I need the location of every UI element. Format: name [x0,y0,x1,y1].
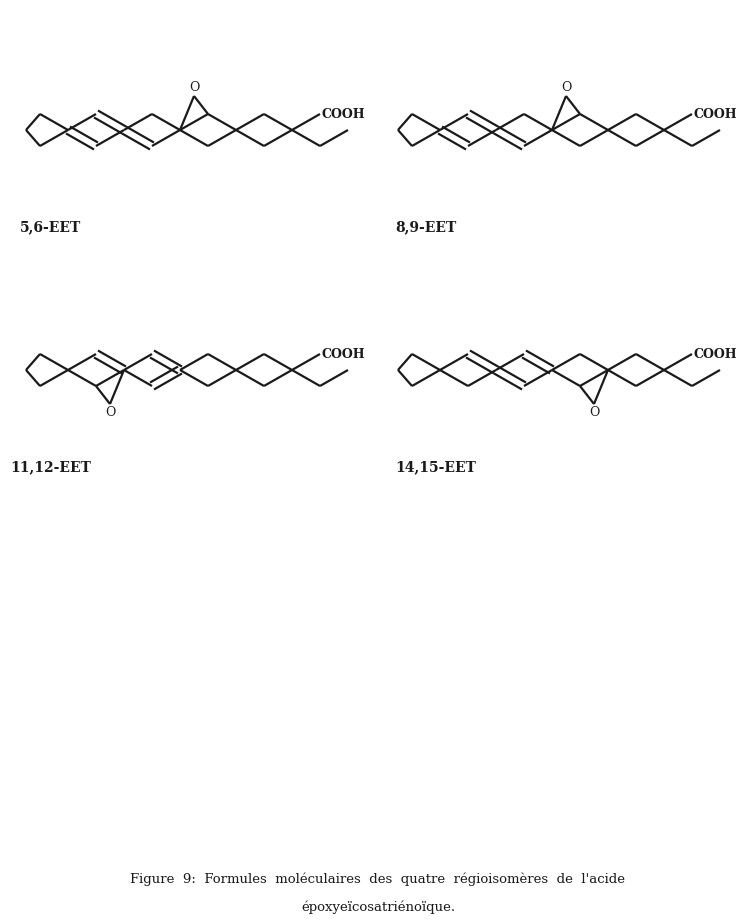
Text: COOH: COOH [322,348,366,361]
Text: époxyeïcosatriénoïque.: époxyeïcosatriénoïque. [301,900,455,914]
Text: O: O [105,406,115,419]
Text: O: O [589,406,600,419]
Text: 5,6-EET: 5,6-EET [20,220,81,234]
Text: COOH: COOH [694,108,738,121]
Text: O: O [189,81,199,94]
Text: COOH: COOH [694,348,738,361]
Text: 8,9-EET: 8,9-EET [395,220,457,234]
Text: Figure  9:  Formules  moléculaires  des  quatre  régioisomères  de  l'acide: Figure 9: Formules moléculaires des quat… [131,872,625,885]
Text: COOH: COOH [322,108,366,121]
Text: O: O [561,81,572,94]
Text: 11,12-EET: 11,12-EET [10,460,91,474]
Text: 14,15-EET: 14,15-EET [395,460,476,474]
